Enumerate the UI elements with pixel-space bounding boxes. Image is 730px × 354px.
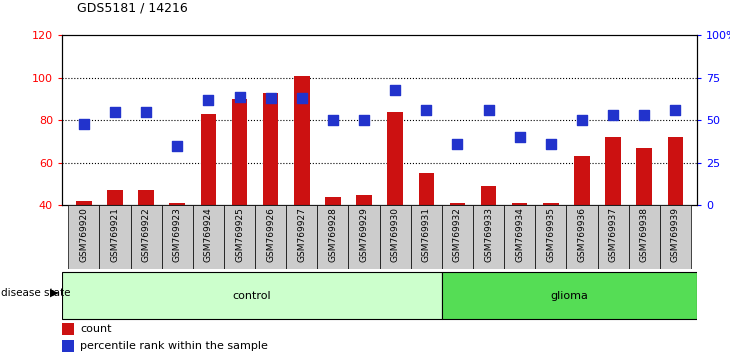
- Text: GSM769924: GSM769924: [204, 207, 213, 262]
- Bar: [543, 203, 558, 205]
- Text: GSM769933: GSM769933: [484, 207, 493, 262]
- Bar: [169, 203, 185, 205]
- Text: count: count: [80, 324, 112, 334]
- Bar: [411, 205, 442, 269]
- Bar: [131, 205, 161, 269]
- Point: [327, 118, 339, 123]
- Text: GSM769928: GSM769928: [328, 207, 337, 262]
- Text: GSM769930: GSM769930: [391, 207, 399, 262]
- Bar: [660, 205, 691, 269]
- Bar: [62, 340, 74, 353]
- Point: [202, 97, 214, 103]
- Text: ▶: ▶: [50, 288, 58, 298]
- Bar: [637, 148, 652, 205]
- Text: GSM769920: GSM769920: [80, 207, 88, 262]
- Point: [296, 96, 307, 101]
- Text: GSM769937: GSM769937: [609, 207, 618, 262]
- Point: [78, 121, 90, 127]
- Point: [483, 107, 494, 113]
- Bar: [76, 201, 92, 205]
- Bar: [231, 99, 247, 205]
- Text: disease state: disease state: [1, 288, 70, 298]
- Point: [545, 141, 557, 147]
- Bar: [605, 137, 621, 205]
- Point: [420, 107, 432, 113]
- Bar: [388, 112, 403, 205]
- Bar: [504, 205, 535, 269]
- Text: GSM769922: GSM769922: [142, 207, 150, 262]
- Text: GDS5181 / 14216: GDS5181 / 14216: [77, 1, 188, 14]
- Bar: [255, 205, 286, 269]
- Point: [110, 109, 121, 115]
- Point: [607, 113, 619, 118]
- Point: [172, 143, 183, 149]
- Point: [669, 107, 681, 113]
- Point: [389, 87, 401, 93]
- Point: [234, 94, 245, 99]
- Text: control: control: [233, 291, 272, 301]
- Point: [265, 96, 277, 101]
- Text: GSM769927: GSM769927: [297, 207, 307, 262]
- Text: GSM769939: GSM769939: [671, 207, 680, 262]
- Bar: [294, 76, 310, 205]
- Bar: [348, 205, 380, 269]
- Text: GSM769925: GSM769925: [235, 207, 244, 262]
- Text: GSM769931: GSM769931: [422, 207, 431, 262]
- Bar: [107, 190, 123, 205]
- Bar: [138, 190, 154, 205]
- Text: GSM769935: GSM769935: [546, 207, 556, 262]
- Bar: [325, 197, 341, 205]
- Text: GSM769936: GSM769936: [577, 207, 586, 262]
- Bar: [263, 93, 278, 205]
- Text: GSM769929: GSM769929: [360, 207, 369, 262]
- Bar: [575, 156, 590, 205]
- Bar: [442, 272, 697, 319]
- Bar: [535, 205, 566, 269]
- Point: [576, 118, 588, 123]
- Bar: [193, 205, 224, 269]
- Point: [452, 141, 464, 147]
- Bar: [598, 205, 629, 269]
- Bar: [442, 205, 473, 269]
- Bar: [566, 205, 598, 269]
- Bar: [318, 205, 348, 269]
- Bar: [286, 205, 318, 269]
- Bar: [450, 203, 465, 205]
- Bar: [380, 205, 411, 269]
- Text: GSM769934: GSM769934: [515, 207, 524, 262]
- Bar: [224, 205, 255, 269]
- Text: percentile rank within the sample: percentile rank within the sample: [80, 341, 268, 352]
- Text: glioma: glioma: [550, 291, 588, 301]
- Bar: [62, 272, 442, 319]
- Bar: [356, 195, 372, 205]
- Bar: [481, 186, 496, 205]
- Bar: [62, 323, 74, 335]
- Point: [358, 118, 370, 123]
- Text: GSM769932: GSM769932: [453, 207, 462, 262]
- Point: [514, 135, 526, 140]
- Bar: [629, 205, 660, 269]
- Text: GSM769921: GSM769921: [110, 207, 120, 262]
- Bar: [69, 205, 99, 269]
- Bar: [99, 205, 131, 269]
- Text: GSM769938: GSM769938: [639, 207, 649, 262]
- Bar: [473, 205, 504, 269]
- Bar: [161, 205, 193, 269]
- Point: [140, 109, 152, 115]
- Text: GSM769926: GSM769926: [266, 207, 275, 262]
- Bar: [418, 173, 434, 205]
- Bar: [201, 114, 216, 205]
- Bar: [667, 137, 683, 205]
- Bar: [512, 203, 528, 205]
- Point: [639, 113, 650, 118]
- Text: GSM769923: GSM769923: [173, 207, 182, 262]
